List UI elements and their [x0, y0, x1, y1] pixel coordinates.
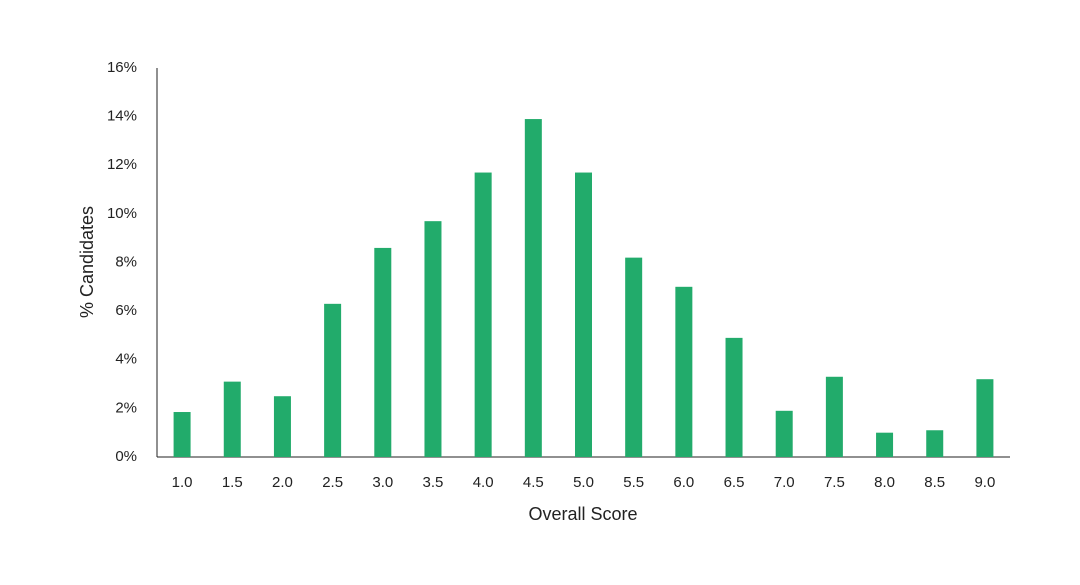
y-tick-label: 0%	[115, 448, 137, 465]
bar	[926, 430, 944, 457]
x-tick-label: 3.5	[423, 474, 444, 491]
y-tick-label: 2%	[115, 399, 137, 416]
y-tick-label: 10%	[107, 205, 137, 222]
bar	[976, 379, 994, 457]
x-tick-label: 1.5	[222, 474, 243, 491]
bar	[374, 247, 392, 457]
x-tick-label: 5.0	[573, 474, 594, 491]
bar	[524, 119, 542, 458]
bar	[625, 257, 643, 457]
bar	[324, 303, 342, 457]
bar	[173, 412, 191, 457]
x-tick-label: 8.5	[924, 474, 945, 491]
y-tick-label: 14%	[107, 108, 137, 125]
x-tick-label: 2.5	[322, 474, 343, 491]
x-tick-label: 4.0	[473, 474, 494, 491]
x-tick-label: 6.0	[673, 474, 694, 491]
x-tick-label: 9.0	[974, 474, 995, 491]
bar	[424, 221, 442, 457]
bar	[825, 376, 843, 457]
x-tick-label: 1.0	[172, 474, 193, 491]
bar	[775, 410, 793, 457]
x-tick-label: 7.0	[774, 474, 795, 491]
x-tick-label: 5.5	[623, 474, 644, 491]
y-tick-label: 16%	[107, 59, 137, 76]
x-tick-label: 3.0	[372, 474, 393, 491]
x-axis-title: Overall Score	[528, 504, 637, 524]
x-tick-label: 6.5	[724, 474, 745, 491]
bar	[223, 381, 241, 457]
bar	[273, 396, 291, 457]
x-tick-label: 2.0	[272, 474, 293, 491]
x-tick-label: 8.0	[874, 474, 895, 491]
y-axis-title: % Candidates	[77, 206, 97, 318]
x-tick-label: 7.5	[824, 474, 845, 491]
y-tick-label: 8%	[115, 253, 137, 270]
x-tick-label: 4.5	[523, 474, 544, 491]
bar	[876, 432, 894, 457]
y-tick-label: 4%	[115, 351, 137, 368]
bar	[725, 337, 743, 457]
bar	[575, 172, 592, 457]
bar	[675, 286, 693, 457]
y-tick-label: 6%	[115, 302, 137, 319]
bar	[474, 172, 492, 457]
y-tick-label: 12%	[107, 156, 137, 173]
